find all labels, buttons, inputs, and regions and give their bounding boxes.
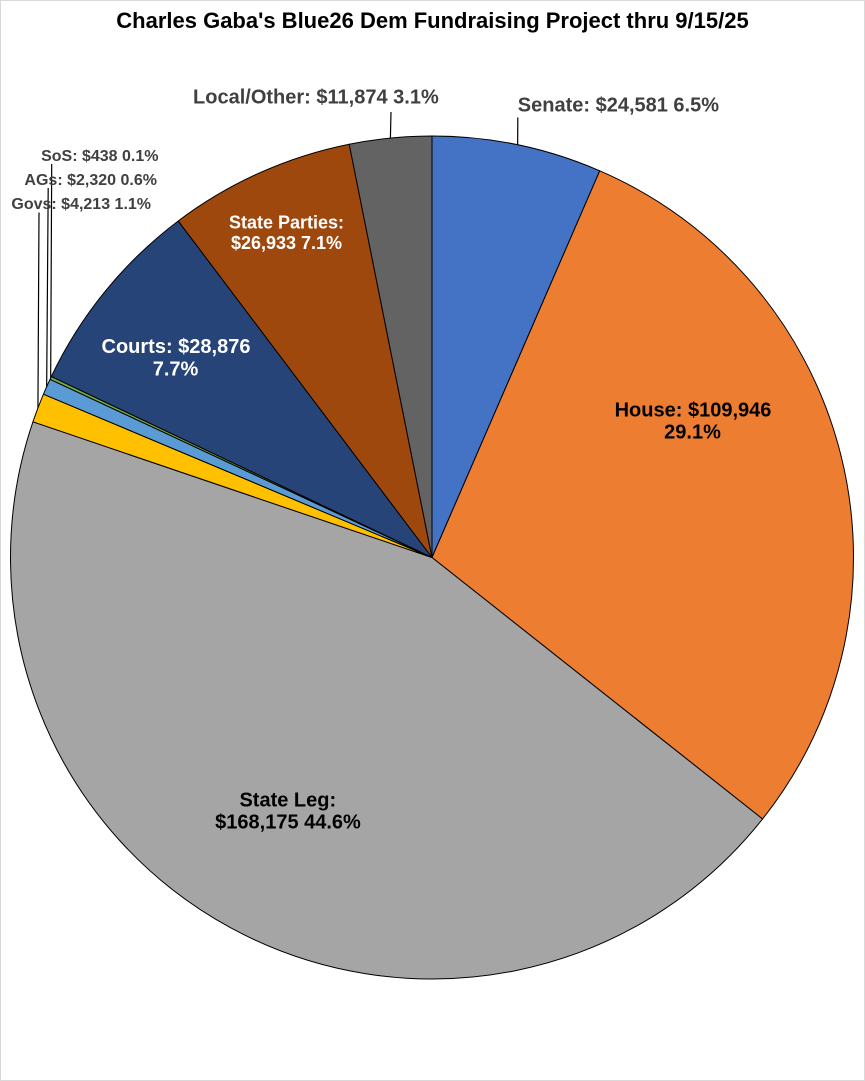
svg-text:7.7%: 7.7% [153,359,199,381]
svg-text:Local/Other: $11,874 3.1%: Local/Other: $11,874 3.1% [193,87,439,109]
svg-text:State Parties:: State Parties: [229,212,344,232]
svg-text:AGs: $2,320 0.6%: AGs: $2,320 0.6% [24,172,157,189]
svg-text:Charles Gaba's Blue26 Dem Fund: Charles Gaba's Blue26 Dem Fundraising Pr… [116,8,748,33]
svg-text:Senate: $24,581 6.5%: Senate: $24,581 6.5% [518,94,719,116]
svg-text:Courts: $28,876: Courts: $28,876 [102,336,251,358]
svg-text:House: $109,946: House: $109,946 [615,400,772,422]
svg-text:Govs: $4,213 1.1%: Govs: $4,213 1.1% [11,196,151,213]
svg-text:29.1%: 29.1% [664,422,721,444]
svg-text:State Leg:: State Leg: [239,789,336,811]
svg-text:$168,175 44.6%: $168,175 44.6% [215,811,361,833]
svg-text:$26,933 7.1%: $26,933 7.1% [231,233,342,253]
svg-text:SoS: $438 0.1%: SoS: $438 0.1% [41,148,158,165]
